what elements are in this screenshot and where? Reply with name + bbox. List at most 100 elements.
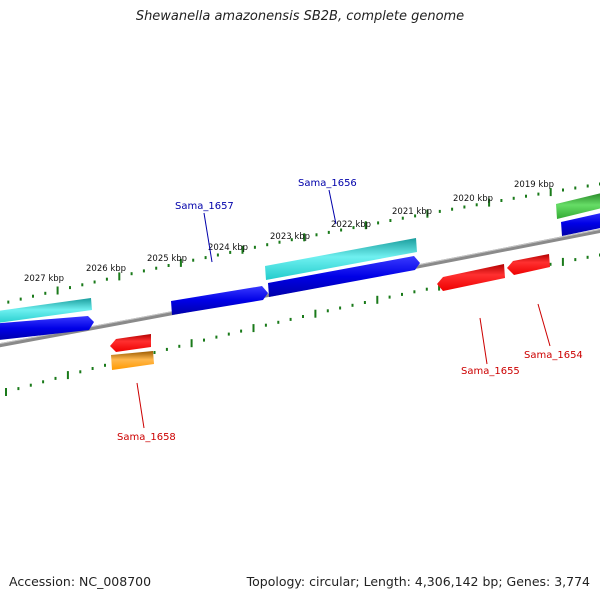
minor-tick xyxy=(549,262,552,266)
cds-minus-sama-1658[interactable] xyxy=(110,334,151,352)
minor-tick xyxy=(388,295,391,299)
upper-kbp-ruler xyxy=(7,182,600,304)
minor-tick xyxy=(240,329,243,333)
accession-text: Accession: NC_008700 xyxy=(9,574,152,589)
minor-tick xyxy=(315,233,318,237)
minor-tick xyxy=(339,306,342,310)
tick-label: 2027 kbp xyxy=(24,274,64,284)
minor-tick xyxy=(377,221,380,225)
minor-tick xyxy=(17,387,20,391)
minor-tick xyxy=(413,290,416,294)
minor-tick xyxy=(264,323,267,327)
label-leader xyxy=(328,189,337,225)
tick-label: 2025 kbp xyxy=(147,254,187,264)
minor-tick xyxy=(401,216,404,220)
minor-tick xyxy=(155,266,158,270)
minor-tick xyxy=(351,303,354,307)
minor-tick xyxy=(327,230,330,234)
tick-label: 2026 kbp xyxy=(86,264,126,274)
cds-plus[interactable] xyxy=(561,211,600,236)
minor-tick xyxy=(81,283,84,287)
cds-plus-sama-1657[interactable] xyxy=(171,286,268,315)
minor-tick xyxy=(326,309,329,313)
tick-label: 2021 kbp xyxy=(392,207,432,217)
minor-tick xyxy=(562,188,564,192)
genome-summary-text: Topology: circular; Length: 4,306,142 bp… xyxy=(246,574,590,589)
minor-tick xyxy=(340,228,343,232)
cds-plus[interactable] xyxy=(0,316,94,341)
major-tick xyxy=(426,209,429,218)
minor-tick xyxy=(204,256,207,260)
minor-tick xyxy=(153,351,156,354)
minor-tick xyxy=(7,300,10,304)
feature-green[interactable] xyxy=(556,191,600,219)
minor-tick xyxy=(266,243,269,247)
gene-label-sama-1658[interactable]: Sama_1658 xyxy=(117,432,176,443)
minor-tick xyxy=(253,245,256,249)
minor-tick xyxy=(203,338,205,342)
minor-tick xyxy=(574,186,577,190)
minor-tick xyxy=(574,258,577,262)
minor-tick xyxy=(586,255,589,259)
minor-tick xyxy=(278,240,281,244)
minor-tick xyxy=(451,207,454,211)
minor-tick xyxy=(44,291,47,295)
minor-tick xyxy=(586,184,589,188)
minor-tick xyxy=(500,199,503,202)
minor-tick xyxy=(363,301,366,304)
major-tick xyxy=(118,272,121,281)
minor-tick xyxy=(130,272,133,276)
map-title: Shewanella amazonensis SB2B, complete ge… xyxy=(135,9,465,24)
minor-tick xyxy=(104,363,106,367)
tick-label: 2023 kbp xyxy=(270,232,310,242)
minor-tick xyxy=(165,347,168,351)
major-tick xyxy=(549,188,552,197)
cds-minus-sama-1654[interactable] xyxy=(507,254,550,275)
minor-tick xyxy=(29,383,32,387)
major-tick xyxy=(488,198,491,207)
gene-label-sama-1656[interactable]: Sama_1656 xyxy=(298,178,357,189)
tick-label: 2019 kbp xyxy=(514,180,554,190)
minor-tick xyxy=(216,253,219,257)
major-tick xyxy=(56,286,59,295)
minor-tick xyxy=(352,226,355,230)
minor-tick xyxy=(463,205,466,209)
minor-tick xyxy=(91,367,94,370)
major-tick xyxy=(252,324,255,333)
major-tick xyxy=(438,282,441,291)
cds-plus-sama-1656[interactable] xyxy=(268,256,420,297)
minor-tick xyxy=(192,258,195,262)
major-tick xyxy=(179,258,182,267)
label-leader xyxy=(203,212,213,263)
feature-cyan[interactable] xyxy=(265,238,417,280)
minor-tick xyxy=(289,317,292,321)
gene-label-sama-1654[interactable]: Sama_1654 xyxy=(524,350,583,361)
major-tick xyxy=(190,339,193,348)
minor-tick xyxy=(512,196,515,200)
minor-tick xyxy=(302,315,304,318)
gene-label-sama-1657[interactable]: Sama_1657 xyxy=(175,201,234,212)
major-tick xyxy=(314,309,317,318)
minor-tick xyxy=(32,294,34,298)
minor-tick xyxy=(425,287,428,291)
major-tick xyxy=(561,257,564,266)
feature-cyan[interactable] xyxy=(0,298,92,324)
minor-tick xyxy=(105,277,108,281)
minor-tick xyxy=(54,376,57,380)
major-tick xyxy=(376,295,379,304)
major-tick xyxy=(364,221,367,230)
cds-minus-sama-1655[interactable] xyxy=(437,264,505,291)
gene-label-sama-1655[interactable]: Sama_1655 xyxy=(461,366,520,377)
minor-tick xyxy=(229,250,232,254)
minor-tick xyxy=(277,320,280,324)
minor-tick xyxy=(79,370,82,374)
label-leader xyxy=(136,382,145,429)
feature-orange[interactable] xyxy=(111,351,154,370)
minor-tick xyxy=(414,214,417,218)
tick-label: 2024 kbp xyxy=(208,243,248,253)
minor-tick xyxy=(19,297,22,301)
tick-label: 2020 kbp xyxy=(453,194,493,204)
minor-tick xyxy=(475,203,478,207)
major-tick xyxy=(66,371,69,380)
